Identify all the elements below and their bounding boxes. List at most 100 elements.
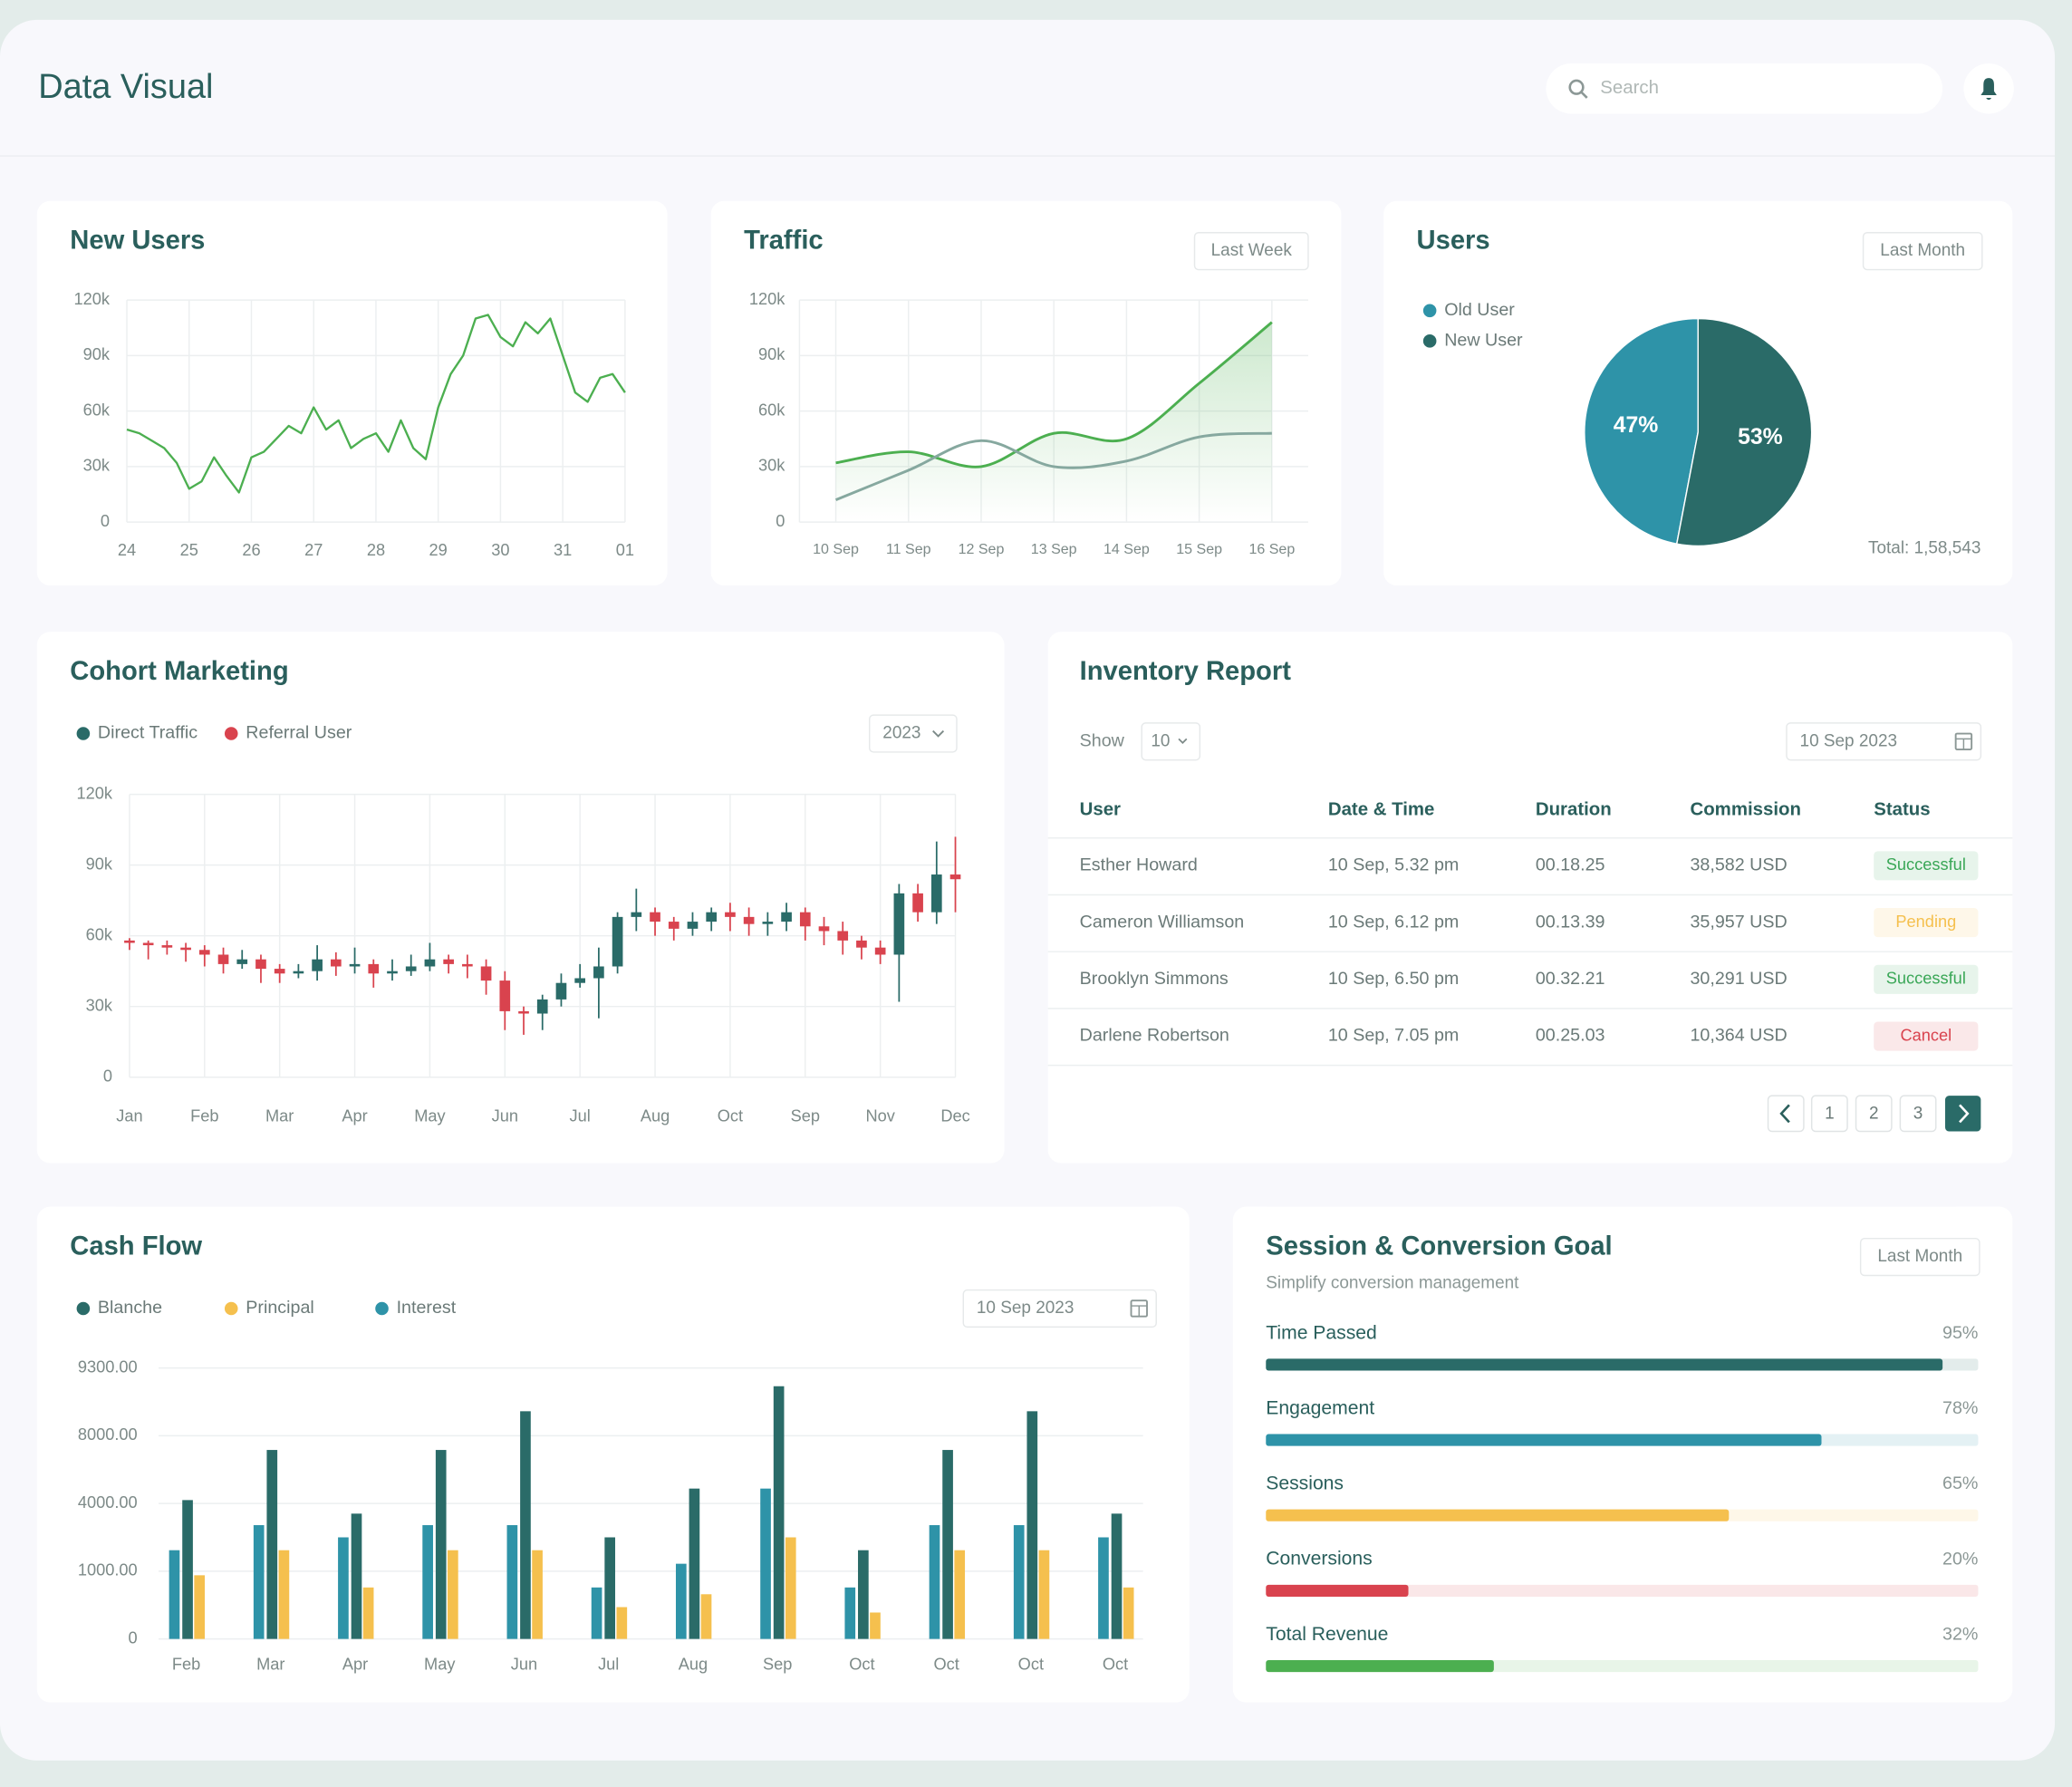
candle-body [518, 1010, 529, 1014]
cell: 10 Sep, 6.50 pm [1328, 969, 1459, 989]
bar [870, 1612, 881, 1639]
line [126, 314, 626, 494]
card-title: Traffic [744, 227, 824, 256]
cell: 00.18.25 [1536, 855, 1605, 875]
bar [858, 1550, 869, 1639]
x-tick-label: Jun [511, 1655, 537, 1674]
progress-label: Conversions [1266, 1549, 1372, 1570]
x-tick-label: 28 [367, 540, 385, 559]
cell: 38,582 USD [1690, 855, 1787, 875]
bar [506, 1525, 518, 1639]
page-button[interactable] [1855, 1095, 1893, 1133]
x-tick-label: Feb [190, 1106, 218, 1125]
bar [785, 1537, 796, 1639]
bar [942, 1450, 953, 1639]
cell: 00.32.21 [1536, 969, 1605, 989]
filter-button[interactable] [1862, 231, 1983, 271]
progress-label: Total Revenue [1266, 1624, 1388, 1645]
prev-page[interactable] [1767, 1095, 1805, 1133]
candle-body [236, 959, 248, 964]
next-page[interactable] [1944, 1096, 1981, 1132]
candle-body [274, 969, 285, 974]
search-placeholder: Search [1600, 78, 1659, 98]
card [36, 200, 668, 586]
candle-body [725, 912, 736, 917]
candle-body [349, 963, 361, 967]
card [1232, 1206, 2013, 1703]
filter-label: Last Month [1877, 1247, 1962, 1266]
y-tick-label: 60k [758, 400, 785, 419]
progress-bar [1266, 1659, 1494, 1673]
x-tick-label: 30 [491, 540, 509, 559]
progress-label: Sessions [1266, 1473, 1344, 1494]
page-button[interactable] [1899, 1095, 1937, 1133]
year-dropdown[interactable] [868, 714, 958, 753]
x-tick-label: May [424, 1655, 456, 1674]
progress-label: Engagement [1266, 1397, 1374, 1418]
y-tick-label: 30k [758, 456, 785, 475]
candle-body [180, 947, 191, 951]
bar [591, 1587, 602, 1639]
page-size-dropdown[interactable] [1141, 722, 1201, 761]
candle-body [424, 959, 436, 967]
cell: 10 Sep, 6.12 pm [1328, 912, 1459, 932]
candle-body [762, 922, 774, 924]
bar [700, 1594, 712, 1639]
date-label: 10 Sep 2023 [1800, 731, 1898, 750]
x-tick-label: 11 Sep [886, 541, 931, 557]
candle-body [405, 966, 417, 971]
column-header: Commission [1690, 800, 1800, 820]
column-header: Date & Time [1328, 800, 1435, 820]
cell: 10 Sep, 5.32 pm [1328, 855, 1459, 875]
candle-body [781, 912, 792, 922]
x-tick-label: Aug [679, 1655, 708, 1674]
bar [689, 1488, 700, 1639]
card-title: Session & Conversion Goal [1266, 1232, 1612, 1261]
x-tick-label: 26 [242, 540, 260, 559]
page-number: 2 [1869, 1105, 1879, 1124]
chevron [1178, 738, 1188, 744]
x-tick-label: Oct [849, 1655, 874, 1674]
filter-button[interactable] [1859, 1237, 1980, 1277]
bar [435, 1450, 447, 1639]
cell: Esther Howard [1080, 855, 1198, 875]
search-box[interactable] [1546, 63, 1943, 114]
candle-body [293, 971, 304, 974]
bar [169, 1550, 180, 1639]
line [834, 431, 1272, 501]
bar [1111, 1513, 1123, 1639]
candle-body [124, 940, 135, 943]
y-tick-label: 0 [101, 511, 110, 530]
candle-body [912, 893, 923, 913]
date-picker[interactable] [1786, 722, 1982, 761]
x-tick-label: Nov [865, 1106, 895, 1125]
x-tick-label: Feb [172, 1655, 200, 1674]
bar [253, 1525, 265, 1639]
bar [1013, 1525, 1025, 1639]
date-picker[interactable] [962, 1289, 1157, 1328]
x-tick-label: 31 [554, 540, 572, 559]
filter-button[interactable] [1193, 231, 1309, 271]
cell: 30,291 USD [1690, 969, 1787, 989]
progress-value: 78% [1942, 1398, 1978, 1418]
cell: 10 Sep, 7.05 pm [1328, 1026, 1459, 1046]
card-subtitle: Simplify conversion management [1266, 1273, 1519, 1292]
page-number: 1 [1825, 1105, 1835, 1124]
x-tick-label: 13 Sep [1031, 541, 1077, 557]
cell: Darlene Robertson [1080, 1026, 1229, 1046]
legend-marker [224, 1301, 238, 1316]
x-tick-label: Sep [763, 1655, 792, 1674]
card [1047, 632, 2013, 1164]
chevron-left [1779, 1104, 1790, 1124]
candle-body [818, 926, 830, 932]
x-tick-label: Dec [940, 1106, 969, 1125]
y-tick-label: 1000.00 [78, 1560, 138, 1579]
bar [616, 1607, 628, 1639]
status-text: Cancel [1900, 1025, 1952, 1044]
page-button[interactable] [1810, 1095, 1848, 1133]
y-tick-label: 90k [86, 854, 113, 873]
pie-slice [1584, 317, 1699, 546]
y-tick-label: 8000.00 [78, 1425, 138, 1444]
progress-value: 65% [1942, 1473, 1978, 1493]
